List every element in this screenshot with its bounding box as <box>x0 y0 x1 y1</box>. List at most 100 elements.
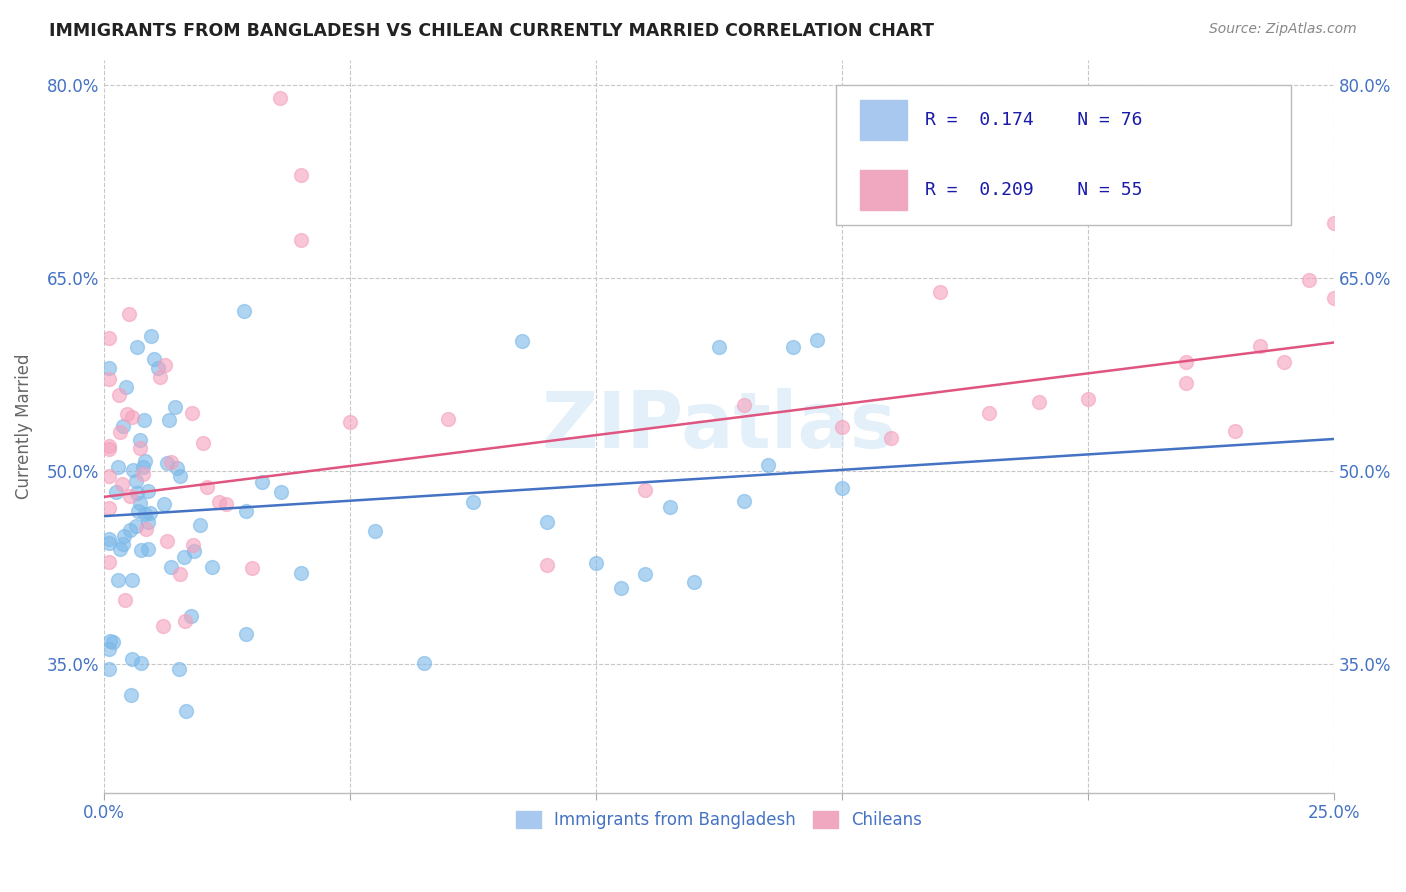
Point <box>831 482 853 496</box>
Point <box>979 406 1001 420</box>
Point <box>121 652 143 666</box>
Point <box>169 567 191 582</box>
FancyBboxPatch shape <box>860 169 907 210</box>
Point <box>118 307 141 321</box>
Point <box>114 592 136 607</box>
Point <box>107 573 129 587</box>
Point <box>128 434 150 448</box>
Point <box>585 556 607 570</box>
Point <box>127 504 149 518</box>
Point <box>437 411 460 425</box>
Point <box>136 515 159 529</box>
Point <box>98 501 121 516</box>
Point <box>290 169 312 183</box>
Point <box>128 496 150 510</box>
Point <box>129 441 152 455</box>
Text: ZIPatlas: ZIPatlas <box>541 388 897 464</box>
Point <box>132 413 155 427</box>
Legend: Immigrants from Bangladesh, Chileans: Immigrants from Bangladesh, Chileans <box>509 804 928 836</box>
Point <box>733 398 755 412</box>
Point <box>181 406 204 420</box>
Point <box>536 558 558 573</box>
Point <box>112 529 135 543</box>
Point <box>163 401 186 415</box>
Point <box>98 555 121 569</box>
Point <box>174 615 197 629</box>
Y-axis label: Currently Married: Currently Married <box>15 353 32 499</box>
Point <box>364 524 387 539</box>
Point <box>166 460 188 475</box>
Point <box>831 420 853 434</box>
Point <box>510 334 533 349</box>
Text: R =  0.209    N = 55: R = 0.209 N = 55 <box>925 181 1143 199</box>
Point <box>125 474 148 488</box>
Point <box>115 380 138 394</box>
Point <box>461 494 484 508</box>
Point <box>215 497 238 511</box>
Point <box>1274 355 1296 369</box>
Point <box>132 467 155 481</box>
Point <box>169 468 191 483</box>
Point <box>159 413 181 427</box>
Point <box>112 537 135 551</box>
Point <box>195 480 218 494</box>
Point <box>240 561 263 575</box>
Point <box>148 361 170 376</box>
Point <box>136 541 159 556</box>
Point <box>139 506 162 520</box>
Point <box>1323 216 1346 230</box>
Point <box>707 340 730 354</box>
Point <box>104 484 127 499</box>
Point <box>98 536 121 550</box>
Point <box>174 704 197 718</box>
Point <box>188 518 211 533</box>
Point <box>143 351 166 366</box>
Point <box>733 493 755 508</box>
Point <box>125 486 148 500</box>
Point <box>131 543 153 558</box>
Point <box>1175 355 1198 369</box>
Point <box>181 538 204 552</box>
Point <box>183 544 205 558</box>
Point <box>152 497 174 511</box>
Point <box>110 425 132 439</box>
Point <box>167 662 190 676</box>
Point <box>98 372 121 386</box>
Point <box>108 542 131 557</box>
Point <box>129 657 152 671</box>
Point <box>149 369 172 384</box>
Point <box>160 559 183 574</box>
Point <box>98 642 121 657</box>
Point <box>107 388 129 402</box>
Point <box>269 91 291 105</box>
Point <box>121 574 143 588</box>
Point <box>1126 200 1149 214</box>
FancyBboxPatch shape <box>860 100 907 140</box>
Point <box>134 454 156 468</box>
Point <box>806 333 828 347</box>
Point <box>880 431 903 445</box>
Point <box>141 328 163 343</box>
Point <box>1175 376 1198 391</box>
Point <box>98 532 121 546</box>
Point <box>782 340 804 354</box>
Point <box>1298 273 1320 287</box>
Point <box>173 549 195 564</box>
Point <box>290 233 312 247</box>
Point <box>135 522 157 536</box>
Point <box>756 458 779 472</box>
Point <box>290 566 312 580</box>
Point <box>120 688 142 702</box>
Point <box>250 475 273 490</box>
Point <box>208 495 231 509</box>
Point <box>156 456 179 470</box>
Point <box>101 635 124 649</box>
Point <box>339 415 361 429</box>
Point <box>115 407 138 421</box>
Point <box>98 662 121 676</box>
Point <box>98 361 121 376</box>
Point <box>658 500 681 514</box>
Point <box>634 567 657 582</box>
Point <box>201 560 224 574</box>
Point <box>235 504 257 518</box>
